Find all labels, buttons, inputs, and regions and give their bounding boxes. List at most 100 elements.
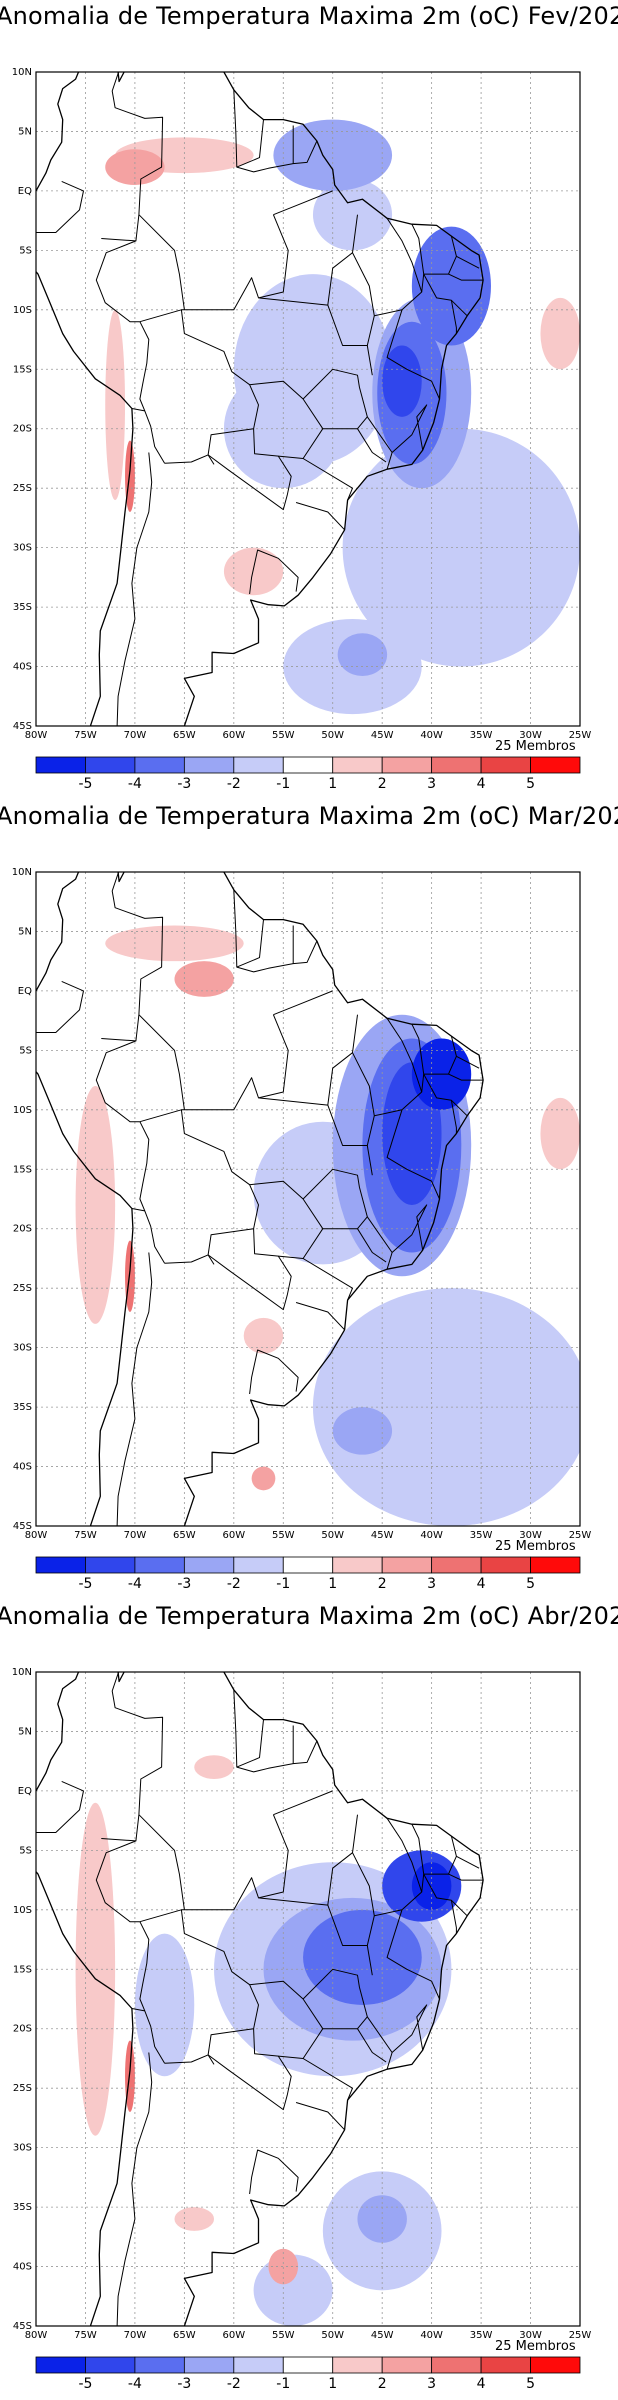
country-border	[374, 1018, 423, 1117]
color-bar-swatch	[332, 2356, 383, 2374]
country-border	[357, 2028, 387, 2063]
country-border	[36, 1780, 84, 1833]
country-border	[423, 273, 468, 317]
country-border	[352, 252, 375, 346]
warm-anomaly-area	[268, 2248, 299, 2285]
color-bar-swatch	[431, 756, 482, 774]
color-bar-label: -3	[177, 1576, 191, 1592]
country-border	[386, 309, 440, 400]
country-border	[249, 1980, 324, 2059]
country-border	[139, 309, 259, 464]
color-bar-label: -4	[128, 1576, 142, 1592]
country-border	[423, 1035, 457, 1075]
color-bar-label: 4	[477, 2376, 486, 2392]
color-bar-swatch	[183, 2356, 235, 2374]
country-border	[131, 1208, 145, 1212]
color-bar-label: 3	[427, 1576, 436, 1592]
color-bar-label: -4	[128, 776, 142, 792]
color-bar-swatch	[332, 1556, 383, 1574]
longitude-tick-label: 65W	[173, 2330, 196, 2341]
latitude-tick-label: 20S	[13, 1224, 32, 1235]
country-border	[456, 1855, 480, 1869]
country-border	[249, 380, 324, 459]
country-border	[327, 214, 358, 306]
country-border	[101, 872, 164, 1042]
color-bar-label: 4	[477, 1576, 486, 1592]
latitude-tick-label: 10N	[12, 67, 32, 78]
longitude-tick-label: 75W	[74, 1530, 97, 1541]
country-border	[101, 1672, 164, 1842]
country-border	[131, 2008, 145, 2012]
map-area	[36, 872, 580, 1526]
country-border	[116, 2052, 153, 2326]
longitude-tick-label: 50W	[321, 730, 344, 741]
map-frame	[35, 871, 581, 1527]
color-bar-label: -5	[78, 776, 92, 792]
latitude-tick-label: 25S	[13, 2083, 32, 2094]
color-bar-swatch	[282, 2356, 334, 2374]
longitude-tick-label: 25W	[569, 1530, 592, 1541]
latitude-tick-label: 15S	[13, 364, 32, 375]
warm-anomaly-area	[540, 1097, 580, 1170]
country-border	[249, 1349, 299, 1395]
country-border	[366, 2004, 428, 2053]
color-bar-label: -5	[78, 1576, 92, 1592]
country-border	[95, 1840, 140, 1923]
warm-anomaly-area	[540, 297, 580, 370]
color-bar-swatch	[134, 2356, 185, 2374]
country-border	[95, 1040, 140, 1123]
color-bar-label: -3	[177, 2376, 191, 2392]
color-bar-swatch	[35, 756, 86, 774]
country-border	[258, 214, 289, 299]
latitude-tick-label: 40S	[13, 662, 32, 673]
color-bar-swatch	[332, 756, 383, 774]
color-bar-swatch	[85, 1556, 136, 1574]
color-bar-swatch	[381, 756, 433, 774]
warm-anomaly-area	[105, 309, 126, 501]
country-border	[116, 452, 153, 726]
members-label: 25 Membros	[495, 739, 576, 754]
country-border	[374, 1818, 423, 1917]
country-border	[423, 235, 457, 275]
latitude-tick-label: 30S	[13, 543, 32, 554]
color-bar-label: 2	[378, 776, 387, 792]
country-border	[139, 1909, 259, 2064]
country-border	[302, 1168, 368, 1230]
cold-anomaly-area	[273, 119, 393, 191]
longitude-tick-label: 75W	[74, 2330, 97, 2341]
latitude-tick-label: 5S	[19, 245, 32, 256]
latitude-tick-label: 25S	[13, 1283, 32, 1294]
longitude-tick-label: 50W	[321, 2330, 344, 2341]
country-border	[366, 404, 428, 453]
country-border	[139, 1109, 259, 1264]
longitude-tick-label: 35W	[470, 2330, 493, 2341]
longitude-tick-label: 45W	[371, 2330, 394, 2341]
warm-anomaly-area	[243, 1317, 284, 1354]
latitude-tick-label: 5N	[18, 1726, 32, 1737]
color-bar-label: 1	[328, 776, 337, 792]
color-bar-swatch	[381, 1556, 433, 1574]
latitude-tick-label: 45S	[13, 2321, 32, 2332]
warm-anomaly-area	[194, 1755, 234, 1780]
longitude-tick-label: 30W	[519, 1530, 542, 1541]
cold-anomaly-area	[337, 633, 388, 677]
color-bar-label: 3	[427, 2376, 436, 2392]
country-border	[233, 89, 318, 173]
country-border	[207, 2028, 292, 2111]
country-border	[95, 240, 140, 323]
cold-anomaly-area	[303, 1909, 422, 2005]
longitude-tick-label: 65W	[173, 1530, 196, 1541]
map-panel-mar: Anomalia de Temperatura Maxima 2m (oC) M…	[0, 800, 618, 1600]
country-border	[207, 1228, 292, 1311]
country-border	[131, 408, 145, 412]
coastline	[36, 1672, 484, 2326]
country-border	[302, 1968, 368, 2030]
country-border	[273, 190, 333, 216]
country-border	[450, 300, 457, 334]
coastline	[36, 872, 484, 1526]
color-bar-swatch	[431, 1556, 482, 1574]
longitude-tick-label: 75W	[74, 730, 97, 741]
longitude-tick-label: 45W	[371, 1530, 394, 1541]
